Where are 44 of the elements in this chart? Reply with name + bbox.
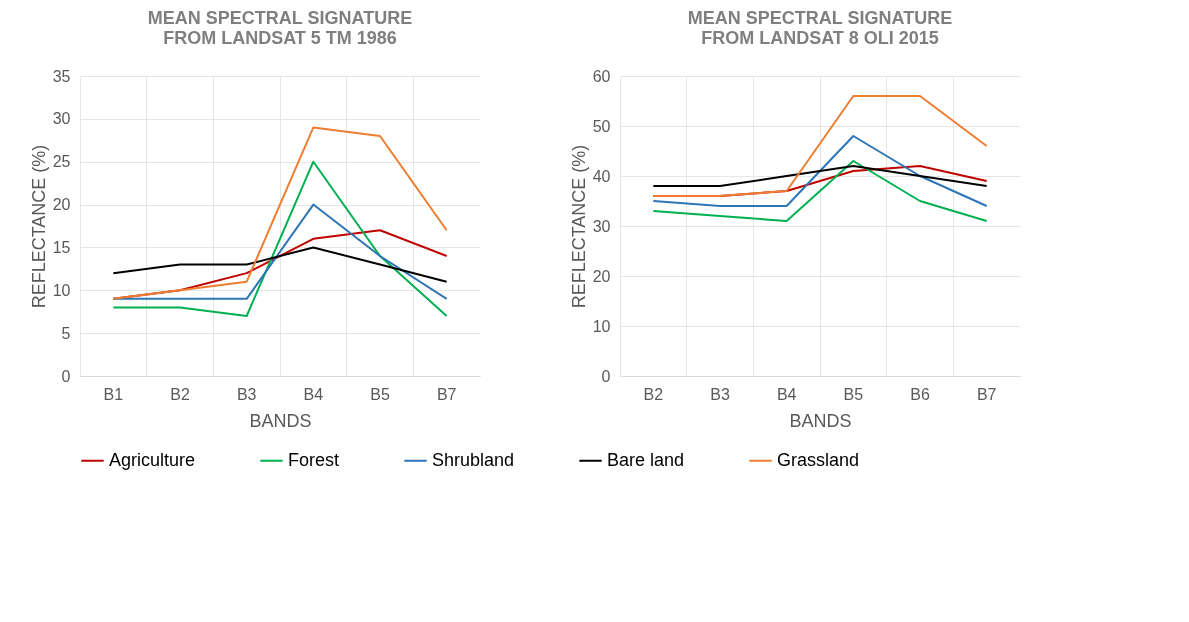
- x-tick-label: B4: [776, 385, 797, 403]
- line-series: [112, 160, 448, 317]
- line-series: [652, 135, 988, 207]
- legend-label: Agriculture: [109, 449, 196, 470]
- line-series: [112, 126, 448, 300]
- y-tick-label: 20: [592, 267, 611, 285]
- y-tick-label: 50: [592, 117, 611, 135]
- y-tick-label: 0: [601, 367, 611, 385]
- x-tick-label: B1: [103, 385, 124, 403]
- y-tick-label: 0: [61, 367, 71, 385]
- y-axis-title: REFLECTANCE (%): [568, 144, 589, 309]
- line-series: [652, 95, 988, 197]
- legend-label: Shrubland: [432, 449, 515, 470]
- x-tick-label: B7: [976, 385, 997, 403]
- x-tick-label: B5: [370, 385, 390, 403]
- line-series: [652, 160, 988, 222]
- y-axis-title: REFLECTANCE (%): [28, 144, 49, 309]
- y-tick-label: 60: [592, 67, 611, 85]
- y-tick-label: 30: [52, 110, 71, 128]
- y-tick-label: 5: [61, 324, 71, 342]
- x-tick-label: B5: [843, 385, 864, 403]
- legend-label: Forest: [288, 449, 340, 470]
- chart-title: MEAN SPECTRAL SIGNATURE FROM LANDSAT 5 TM 1986: [147, 8, 413, 48]
- y-tick-label: 40: [592, 167, 611, 185]
- legend-label: Bare land: [607, 449, 685, 470]
- x-tick-label: B3: [710, 385, 730, 403]
- chart-title: MEAN SPECTRAL SIGNATURE FROM LANDSAT 8 OLI 2015: [687, 8, 953, 48]
- x-tick-label: B2: [170, 385, 190, 403]
- y-tick-label: 25: [52, 153, 71, 171]
- y-tick-label: 30: [592, 217, 611, 235]
- y-tick-label: 35: [52, 67, 71, 85]
- y-tick-label: 15: [52, 238, 71, 256]
- x-tick-label: B2: [643, 385, 664, 403]
- x-tick-label: B7: [436, 385, 457, 403]
- x-axis-title: BANDS: [249, 410, 312, 431]
- y-tick-label: 10: [592, 317, 611, 335]
- x-tick-label: B6: [910, 385, 930, 403]
- x-axis-title: BANDS: [789, 410, 852, 431]
- line-series: [112, 246, 448, 283]
- y-tick-label: 10: [52, 281, 71, 299]
- legend-label: Grassland: [777, 449, 860, 470]
- x-tick-label: B3: [236, 385, 257, 403]
- x-tick-label: B4: [303, 385, 324, 403]
- y-tick-label: 20: [52, 196, 71, 214]
